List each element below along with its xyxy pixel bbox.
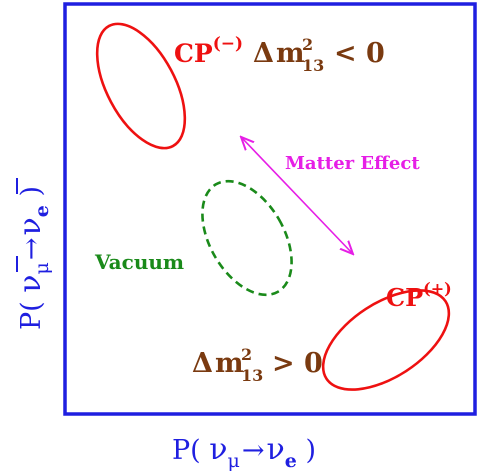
matter-effect-label: Matter Effect — [285, 153, 420, 174]
dm-positive-delta: Δ — [192, 348, 213, 379]
vacuum-ellipse — [201, 179, 293, 297]
cp-plus-base: CP — [386, 283, 423, 312]
dm-negative-label: Δm — [253, 38, 305, 69]
cp-plus-ellipse — [321, 289, 451, 391]
cp-minus-base: CP — [174, 39, 213, 68]
dm-positive-m: m — [215, 348, 244, 379]
x-axis-mu-sub: μ — [228, 450, 240, 472]
y-axis-post: ) — [16, 186, 47, 205]
plot-frame — [63, 2, 477, 416]
x-axis-e-sub: e — [285, 450, 297, 472]
y-axis-label: P( νμ→νe ) — [13, 186, 53, 330]
x-axis-arrow: → — [242, 435, 265, 466]
y-axis-mu-sub: μ — [31, 262, 53, 274]
cp-plus-sup: (+) — [423, 279, 452, 298]
cp-plus-label: CP(+) — [386, 279, 452, 312]
y-axis-nu-e: ν — [13, 217, 48, 235]
dm-negative-sub: 13 — [302, 56, 324, 75]
y-axis-nu-mu: ν — [13, 274, 48, 292]
dm-negative-m: m — [276, 38, 305, 69]
cp-minus-sup: (−) — [213, 34, 243, 54]
matter-effect-arrow — [242, 138, 352, 253]
dm-negative-sup: 2 — [302, 35, 313, 54]
y-axis-pre: P( — [16, 293, 47, 330]
y-axis-arrow: → — [16, 237, 47, 260]
x-axis-nu-e: ν — [267, 432, 285, 467]
x-axis-post: ) — [297, 435, 316, 466]
cp-minus-ellipse — [95, 22, 187, 150]
dm-negative-rel: < 0 — [334, 38, 385, 69]
dm-positive-sub: 13 — [241, 366, 263, 385]
vacuum-label: Vacuum — [94, 250, 184, 274]
cp-minus-label: CP(−) — [174, 34, 243, 68]
dm-negative-delta: Δ — [253, 38, 274, 69]
dm-positive-sup: 2 — [241, 345, 252, 364]
x-axis-pre: P( — [172, 435, 209, 466]
y-axis-e-sub: e — [31, 205, 53, 217]
dm-positive-rel: > 0 — [272, 348, 323, 379]
x-axis-nu-mu: ν — [209, 432, 227, 467]
dm-positive-label: Δm — [192, 348, 244, 379]
x-axis-label: P( νμ→νe ) — [172, 432, 316, 472]
